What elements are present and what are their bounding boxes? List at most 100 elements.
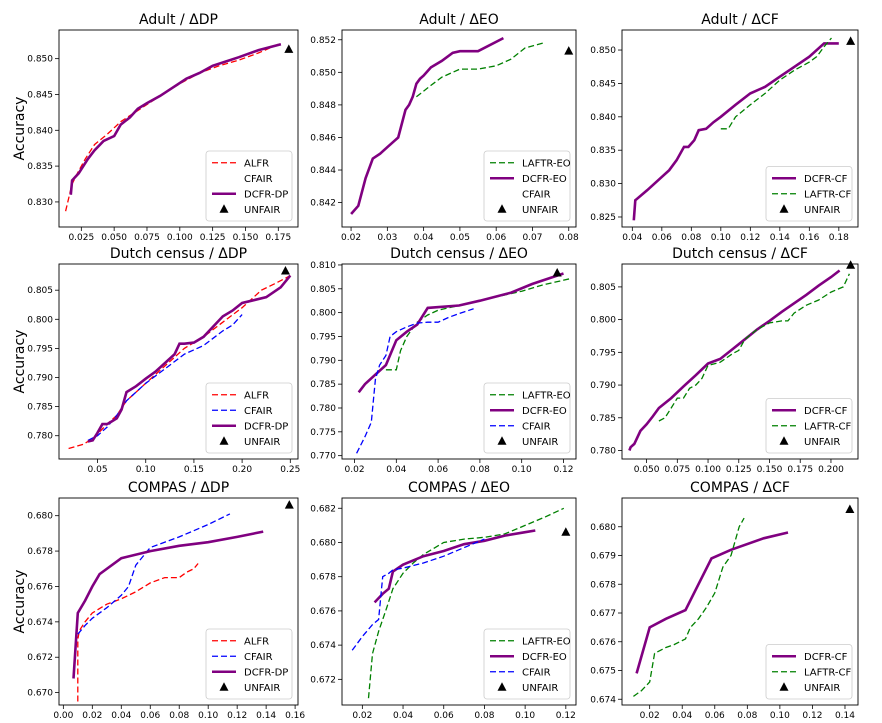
x-tick-label: 0.08 [681, 233, 701, 243]
x-tick-label: 0.10 [770, 711, 790, 721]
y-tick-label: 0.670 [27, 689, 53, 699]
legend-marker [497, 682, 507, 691]
subplot-7: COMPAS / ΔDP Accuracy 0.00 0.02 0.04 0.06 0.08… [12, 480, 305, 721]
plot-frame [341, 497, 577, 706]
subplot-title: Dutch census / ΔDP [110, 246, 247, 262]
x-tick-label: 0.04 [414, 233, 434, 243]
x-tick-label: 0.150 [757, 465, 783, 475]
x-tick-label: 0.100 [695, 465, 721, 475]
legend-label: ALFR [244, 636, 269, 647]
y-tick-label: 0.780 [310, 404, 336, 414]
x-tick-label: 0.06 [486, 233, 506, 243]
series-line-laftr-cf [633, 517, 745, 697]
legend-label: CFAIR [244, 406, 273, 417]
x-tick-label: 0.04 [393, 711, 413, 721]
legend: DCFR-CF LAFTR-CF UNFAIR [765, 644, 853, 700]
legend: ALFR CFAIR DCFR-DP UNFAIR [205, 628, 293, 700]
y-tick-label: 0.785 [590, 414, 616, 424]
legend-box [205, 150, 293, 222]
legend-marker [497, 436, 507, 445]
x-tick-label: 0.06 [705, 711, 725, 721]
y-tick-label: 0.850 [27, 55, 53, 65]
subplot-1: Adult / ΔDP Accuracy 0.025 0.050 0.075 0.100 0… [12, 12, 299, 243]
x-tick-label: 0.20 [232, 465, 252, 475]
x-tick-label: 0.14 [770, 233, 790, 243]
series-line-laftr-cf [658, 273, 850, 422]
legend-box [483, 628, 571, 700]
legend-label: ALFR [244, 158, 269, 169]
series-line-laftr-eo [385, 277, 572, 371]
legend-label: LAFTR-EO [522, 636, 571, 647]
y-tick-label: 0.676 [310, 607, 336, 617]
y-tick-label: 0.848 [310, 101, 336, 111]
legend-label: LAFTR-CF [804, 421, 851, 432]
x-tick-label: 0.05 [88, 465, 108, 475]
y-tick-label: 0.785 [310, 380, 336, 390]
subplot-3: Adult / ΔCF 0.04 0.06 0.08 0.10 0.12 0.14 0.16 0… [590, 12, 859, 243]
plot-frame [621, 497, 859, 706]
y-tick-label: 0.795 [310, 332, 336, 342]
legend-label: DCFR-DP [244, 421, 288, 432]
x-tick-label: 0.150 [233, 233, 259, 243]
legend-box [483, 382, 571, 454]
legend-label: UNFAIR [244, 437, 280, 448]
x-tick-label: 0.200 [818, 465, 844, 475]
x-tick-label: 0.08 [737, 711, 757, 721]
y-tick-label: 0.680 [27, 512, 53, 522]
y-tick-label: 0.780 [27, 432, 53, 442]
y-tick-label: 0.845 [27, 90, 53, 100]
series-line-cfair [87, 314, 243, 441]
y-tick-label: 0.790 [27, 374, 53, 384]
y-tick-label: 0.674 [310, 641, 336, 651]
y-tick-label: 0.795 [590, 348, 616, 358]
series-line-dcfr-dp [72, 530, 264, 679]
legend-label: UNFAIR [244, 205, 280, 216]
legend-marker [219, 436, 229, 445]
legend: LAFTR-EO DCFR-EO CFAIR UNFAIR [483, 628, 571, 700]
x-tick-label: 0.14 [256, 711, 276, 721]
legend-label: LAFTR-EO [522, 158, 571, 169]
plot-frame [58, 263, 299, 460]
series-line-cfair [77, 513, 231, 635]
x-tick-label: 0.12 [802, 711, 822, 721]
y-tick-label: 0.675 [590, 667, 616, 677]
legend-label: UNFAIR [522, 437, 558, 448]
x-tick-label: 0.07 [522, 233, 542, 243]
y-tick-label: 0.852 [310, 36, 336, 46]
plot-frame [621, 29, 859, 228]
unfair-marker [284, 44, 294, 53]
legend-label: DCFR-EO [522, 174, 567, 185]
x-tick-label: 0.08 [470, 465, 490, 475]
series-line-dcfr-cf [632, 42, 839, 221]
y-tick-label: 0.682 [310, 504, 336, 514]
x-tick-label: 0.02 [345, 465, 365, 475]
series-line-dcfr-cf [635, 531, 789, 674]
y-tick-label: 0.785 [27, 403, 53, 413]
x-tick-label: 0.04 [622, 233, 642, 243]
legend-label: DCFR-DP [244, 189, 288, 200]
legend: LAFTR-EO DCFR-EO CFAIR UNFAIR [483, 382, 571, 454]
unfair-marker [280, 265, 290, 275]
y-tick-label: 0.830 [590, 180, 616, 190]
y-tick-label: 0.678 [27, 547, 53, 557]
series-line-alfr [68, 275, 291, 450]
x-tick-label: 0.08 [474, 711, 494, 721]
x-tick-label: 0.12 [740, 233, 760, 243]
y-tick-label: 0.835 [27, 162, 53, 172]
subplot-2: Adult / ΔEO 0.02 0.03 0.04 0.05 0.06 0.07 0.08 0… [310, 12, 579, 243]
series-line-laftr-eo [415, 42, 544, 98]
y-tick-label: 0.800 [310, 309, 336, 319]
subplot-title: COMPAS / ΔDP [128, 480, 229, 496]
x-tick-label: 0.06 [140, 711, 160, 721]
legend-label: DCFR-CF [804, 406, 848, 417]
series-line-dcfr-eo [357, 272, 564, 394]
y-tick-label: 0.810 [310, 261, 336, 271]
legend-label: LAFTR-EO [522, 390, 571, 401]
legend-label: DCFR-CF [804, 652, 848, 663]
legend-label: UNFAIR [522, 683, 558, 694]
legend-box [205, 382, 293, 454]
plot-frame [58, 497, 299, 706]
series-line-cfair [356, 308, 474, 454]
unfair-marker [552, 268, 562, 277]
x-tick-label: 0.16 [285, 711, 305, 721]
